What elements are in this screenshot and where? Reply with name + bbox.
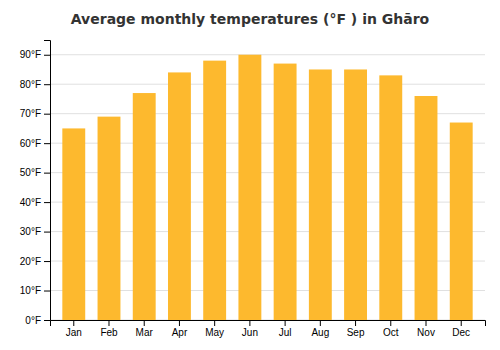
bar: [168, 72, 191, 320]
x-tick: Aug: [311, 320, 329, 338]
x-tick-label: Dec: [452, 327, 470, 338]
x-tick: Sep: [347, 320, 365, 338]
x-tick: Feb: [100, 320, 118, 338]
y-tick-mark: [44, 320, 50, 321]
bars: [62, 55, 472, 320]
y-tick: 50°F: [20, 167, 50, 178]
y-tick-label: 60°F: [20, 138, 41, 149]
x-tick: Dec: [452, 320, 470, 338]
y-tick: 30°F: [20, 226, 50, 237]
x-tick: Nov: [417, 320, 435, 338]
y-tick-label: 40°F: [20, 197, 41, 208]
x-tick-mark: [249, 320, 250, 326]
grid-line: [50, 84, 485, 85]
x-tick: Mar: [136, 320, 154, 338]
bar: [203, 61, 226, 320]
bar: [274, 64, 297, 320]
y-axis-line: [44, 41, 51, 321]
x-tick-label: May: [205, 327, 224, 338]
x-tick-label: Nov: [417, 327, 435, 338]
bar: [415, 96, 438, 320]
x-tick-label: Jan: [66, 327, 82, 338]
x-tick-mark: [108, 320, 109, 326]
y-tick-label: 80°F: [20, 79, 41, 90]
y-tick-label: 10°F: [20, 285, 41, 296]
y-tick-mark: [44, 143, 50, 144]
x-tick: May: [205, 320, 224, 338]
y-tick-label: 50°F: [20, 167, 41, 178]
y-tick: 10°F: [20, 285, 50, 296]
y-tick-mark: [44, 114, 50, 115]
chart-svg: Average monthly temperatures (°F ) in Gh…: [0, 0, 500, 350]
x-tick-mark: [214, 320, 215, 326]
y-tick: 40°F: [20, 197, 50, 208]
y-tick-mark: [44, 173, 50, 174]
y-tick-label: 20°F: [20, 256, 41, 267]
x-tick-label: Jun: [242, 327, 258, 338]
y-tick-label: 30°F: [20, 226, 41, 237]
x-tick-label: Aug: [311, 327, 329, 338]
x-tick-label: Oct: [383, 327, 399, 338]
grid-line: [50, 54, 485, 55]
y-tick-label: 70°F: [20, 108, 41, 119]
bar: [62, 128, 85, 320]
x-tick-mark: [285, 320, 286, 326]
chart-title: Average monthly temperatures (°F ) in Gh…: [71, 11, 430, 27]
x-tick: Apr: [172, 320, 188, 338]
bar: [98, 117, 121, 320]
bar: [344, 69, 367, 320]
x-axis: Jan Feb Mar Apr May Jun Jul Aug Sep Oct Nov Dec: [51, 320, 486, 338]
x-tick-mark: [461, 320, 462, 326]
y-tick-label: 0°F: [25, 315, 41, 326]
y-tick-mark: [44, 202, 50, 203]
x-tick-label: Mar: [136, 327, 154, 338]
y-tick: 0°F: [25, 315, 50, 326]
y-tick: 80°F: [20, 79, 50, 90]
x-tick: Jun: [242, 320, 258, 338]
y-tick-mark: [44, 232, 50, 233]
x-tick: Jul: [279, 320, 292, 338]
x-tick-mark: [179, 320, 180, 326]
x-tick-mark: [426, 320, 427, 326]
x-tick-label: Feb: [100, 327, 118, 338]
chart-container: Average monthly temperatures (°F ) in Gh…: [0, 0, 500, 350]
x-axis-line: [51, 321, 486, 327]
bar: [238, 55, 261, 320]
grid: [50, 55, 485, 320]
y-tick: 90°F: [20, 49, 50, 60]
x-tick-mark: [73, 320, 74, 326]
y-tick: 70°F: [20, 108, 50, 119]
x-tick-label: Apr: [172, 327, 188, 338]
y-tick-mark: [44, 84, 50, 85]
plot-area: 0°F 10°F 20°F 30°F 40°F 50°F 60°F 70°F 80°F 90°F J…: [20, 41, 486, 339]
x-tick-mark: [355, 320, 356, 326]
y-tick: 20°F: [20, 256, 50, 267]
x-tick-label: Sep: [347, 327, 365, 338]
x-tick-mark: [144, 320, 145, 326]
bar: [379, 75, 402, 320]
x-tick-mark: [320, 320, 321, 326]
x-tick-label: Jul: [279, 327, 292, 338]
bar: [450, 123, 473, 320]
y-tick: 60°F: [20, 138, 50, 149]
bar: [133, 93, 156, 320]
bar: [309, 69, 332, 320]
y-axis: 0°F 10°F 20°F 30°F 40°F 50°F 60°F 70°F 80°F 90°F: [20, 41, 51, 326]
y-tick-mark: [44, 55, 50, 56]
x-tick: Jan: [66, 320, 82, 338]
x-tick: Oct: [383, 320, 399, 338]
y-tick-label: 90°F: [20, 49, 41, 60]
x-tick-mark: [390, 320, 391, 326]
y-tick-mark: [44, 291, 50, 292]
y-tick-mark: [44, 261, 50, 262]
